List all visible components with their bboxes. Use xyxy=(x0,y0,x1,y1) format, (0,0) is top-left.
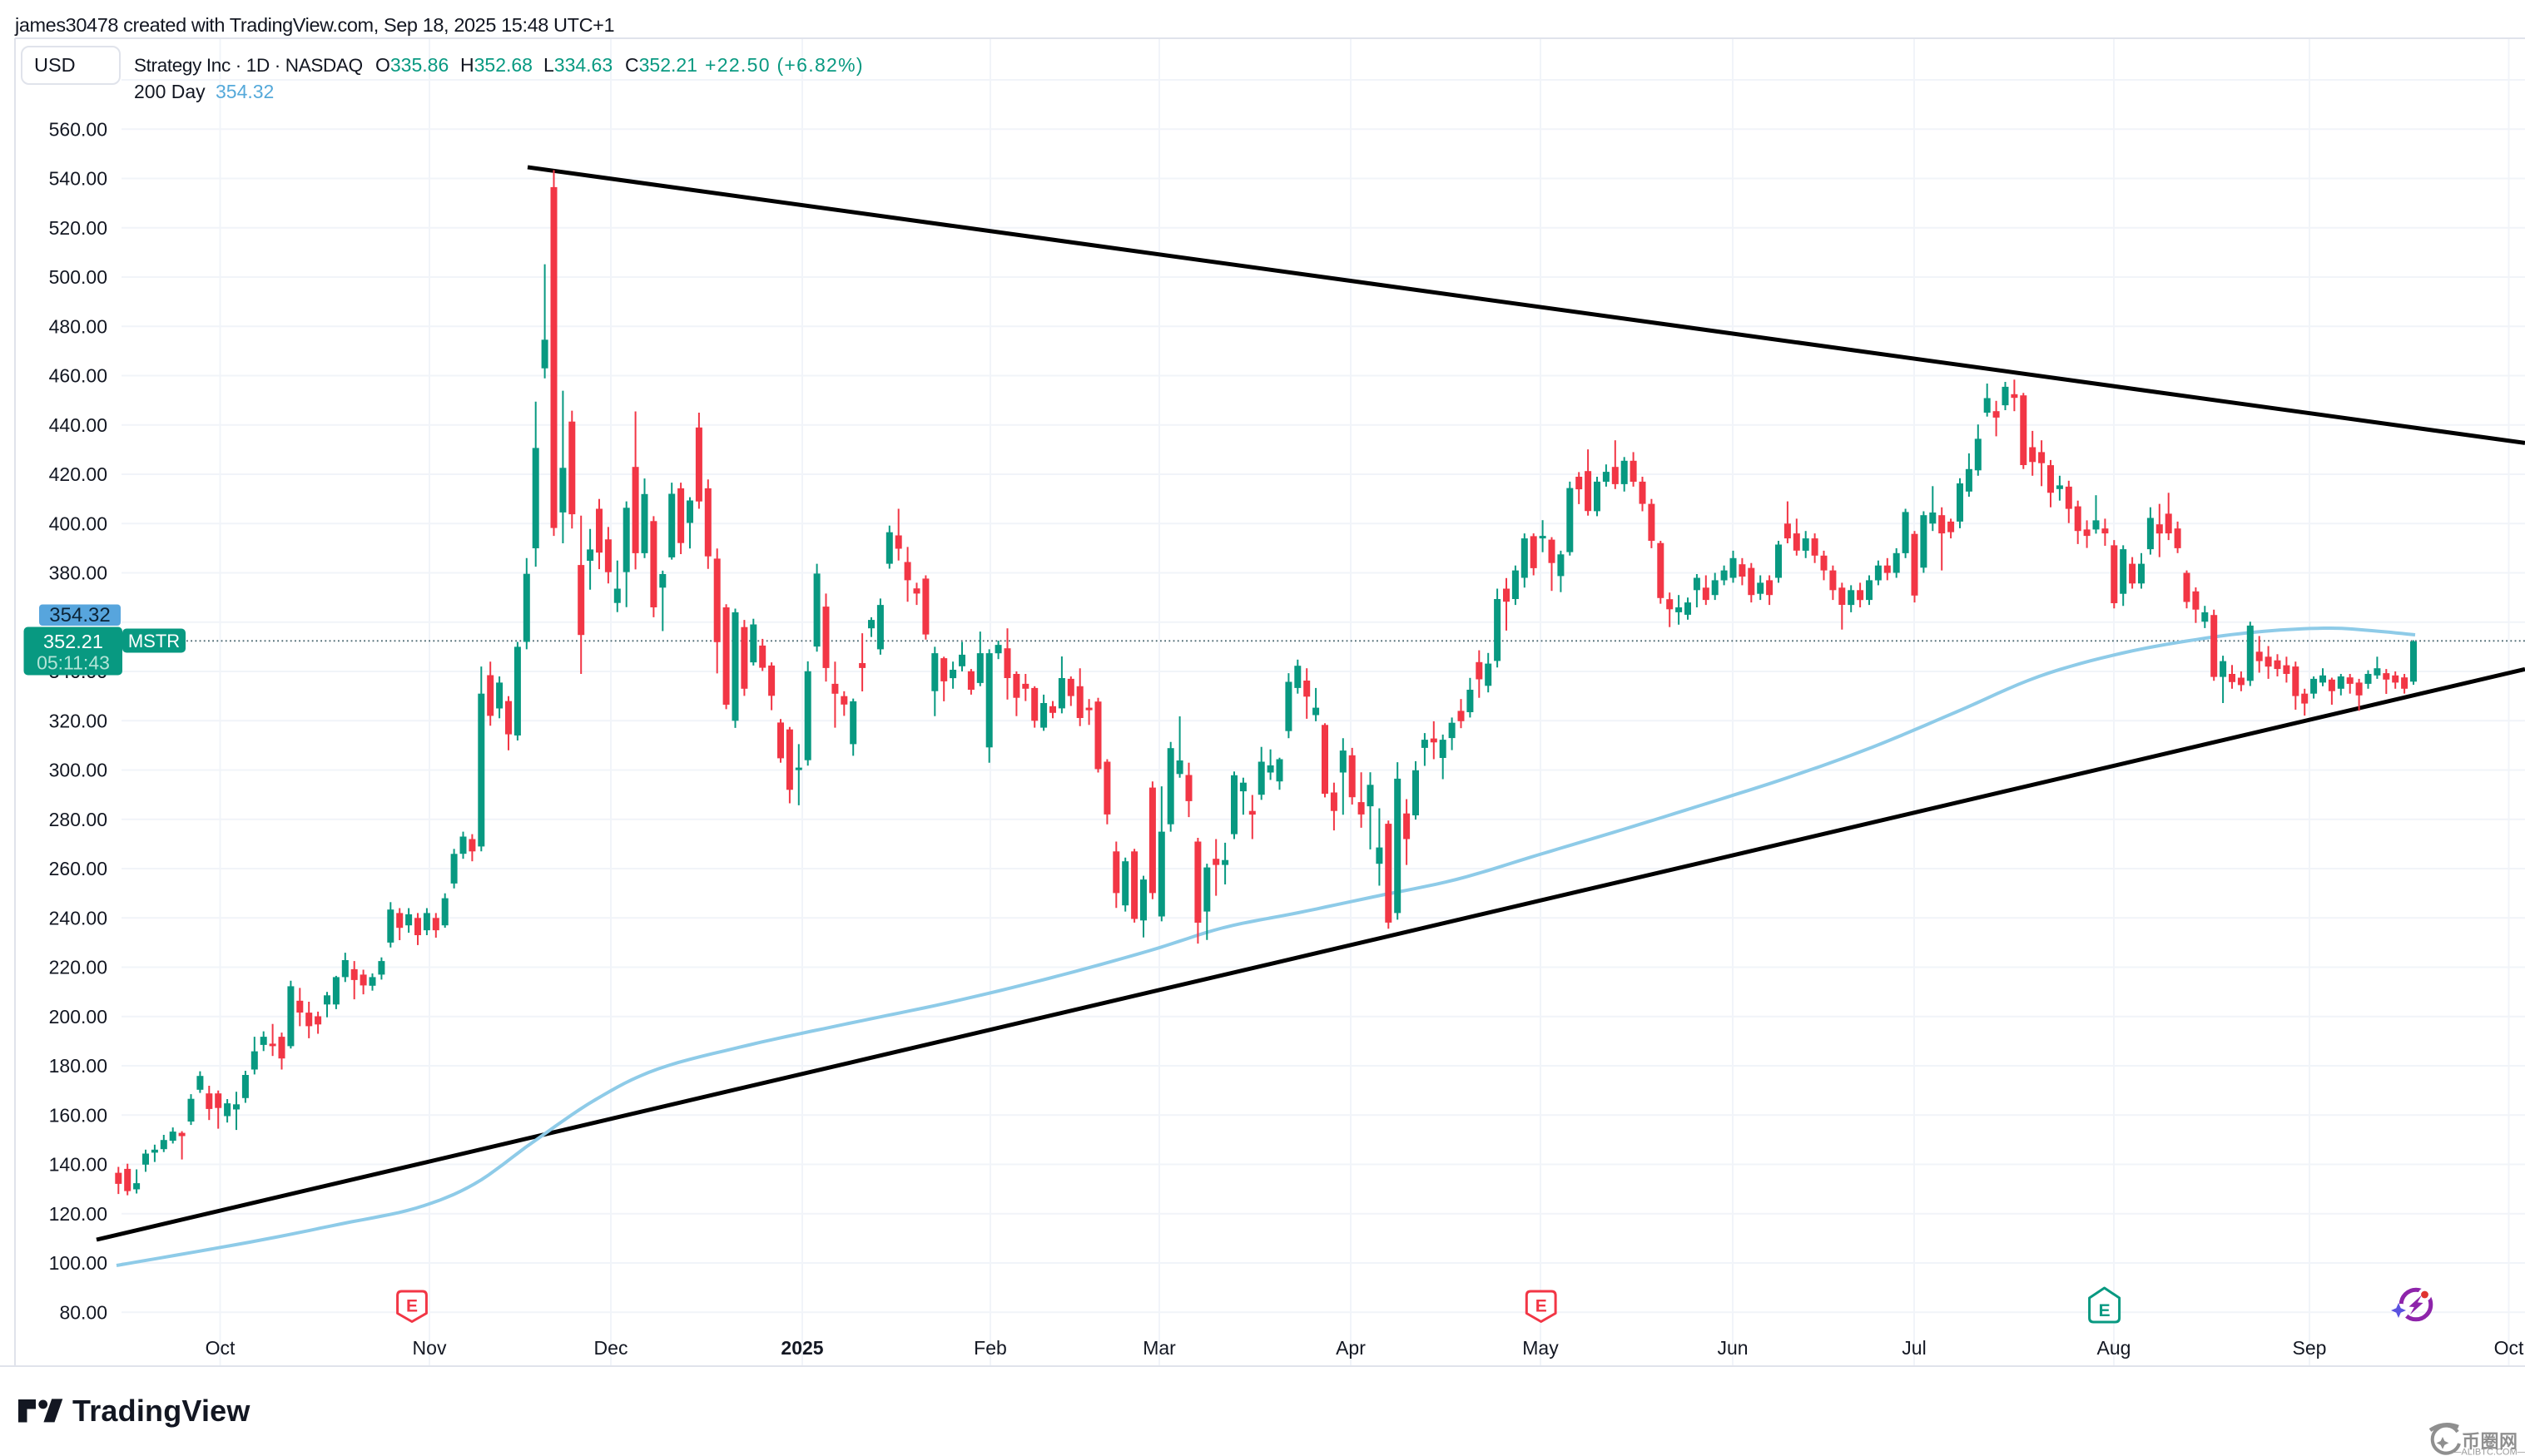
svg-text:354.32: 354.32 xyxy=(216,81,274,102)
svg-text:Mar: Mar xyxy=(1143,1337,1176,1359)
svg-text:220.00: 220.00 xyxy=(49,957,107,978)
svg-text:Jun: Jun xyxy=(1717,1337,1748,1359)
svg-text:May: May xyxy=(1522,1337,1559,1359)
svg-text:200.00: 200.00 xyxy=(49,1006,107,1028)
svg-text:160.00: 160.00 xyxy=(49,1104,107,1126)
svg-text:Jul: Jul xyxy=(1902,1337,1926,1359)
svg-text:240.00: 240.00 xyxy=(49,907,107,929)
svg-text:140.00: 140.00 xyxy=(49,1154,107,1176)
svg-text:520.00: 520.00 xyxy=(49,217,107,239)
svg-text:Feb: Feb xyxy=(974,1337,1007,1359)
svg-text:MSTR: MSTR xyxy=(128,631,180,651)
svg-text:Dec: Dec xyxy=(594,1337,628,1359)
svg-text:USD: USD xyxy=(34,54,76,76)
svg-text:500.00: 500.00 xyxy=(49,266,107,288)
svg-text:Oct: Oct xyxy=(2494,1337,2524,1359)
svg-text:Apr: Apr xyxy=(1336,1337,1366,1359)
svg-text:480.00: 480.00 xyxy=(49,315,107,337)
svg-text:james30478 created with Tradin: james30478 created with TradingView.com,… xyxy=(14,14,614,36)
svg-text:352.21: 352.21 xyxy=(43,631,103,652)
svg-text:Nov: Nov xyxy=(413,1337,447,1359)
svg-text:540.00: 540.00 xyxy=(49,168,107,190)
svg-text:Sep: Sep xyxy=(2293,1337,2327,1359)
svg-text:260.00: 260.00 xyxy=(49,858,107,879)
svg-text:2025: 2025 xyxy=(781,1337,823,1359)
svg-text:120.00: 120.00 xyxy=(49,1203,107,1225)
svg-text:80.00: 80.00 xyxy=(59,1301,107,1323)
svg-text:—ALIBTC.COM—: —ALIBTC.COM— xyxy=(2452,1448,2525,1456)
svg-text:E: E xyxy=(1535,1297,1547,1316)
svg-text:E: E xyxy=(406,1297,418,1316)
svg-text:460.00: 460.00 xyxy=(49,365,107,387)
svg-text:TradingView: TradingView xyxy=(72,1394,251,1428)
svg-text:Oct: Oct xyxy=(206,1337,236,1359)
svg-text:300.00: 300.00 xyxy=(49,760,107,781)
svg-text:E: E xyxy=(2099,1301,2111,1320)
svg-text:280.00: 280.00 xyxy=(49,809,107,830)
svg-text:Aug: Aug xyxy=(2097,1337,2131,1359)
svg-text:320.00: 320.00 xyxy=(49,710,107,731)
svg-text:100.00: 100.00 xyxy=(49,1252,107,1274)
svg-text:180.00: 180.00 xyxy=(49,1055,107,1077)
svg-text:200 Day: 200 Day xyxy=(134,81,206,102)
svg-text:354.32: 354.32 xyxy=(49,604,110,626)
svg-text:380.00: 380.00 xyxy=(49,562,107,584)
svg-text:400.00: 400.00 xyxy=(49,513,107,534)
svg-text:05:11:43: 05:11:43 xyxy=(37,652,110,674)
svg-text:560.00: 560.00 xyxy=(49,118,107,140)
svg-text:币圈网: 币圈网 xyxy=(2462,1431,2518,1452)
svg-text:420.00: 420.00 xyxy=(49,463,107,485)
svg-text:440.00: 440.00 xyxy=(49,414,107,436)
